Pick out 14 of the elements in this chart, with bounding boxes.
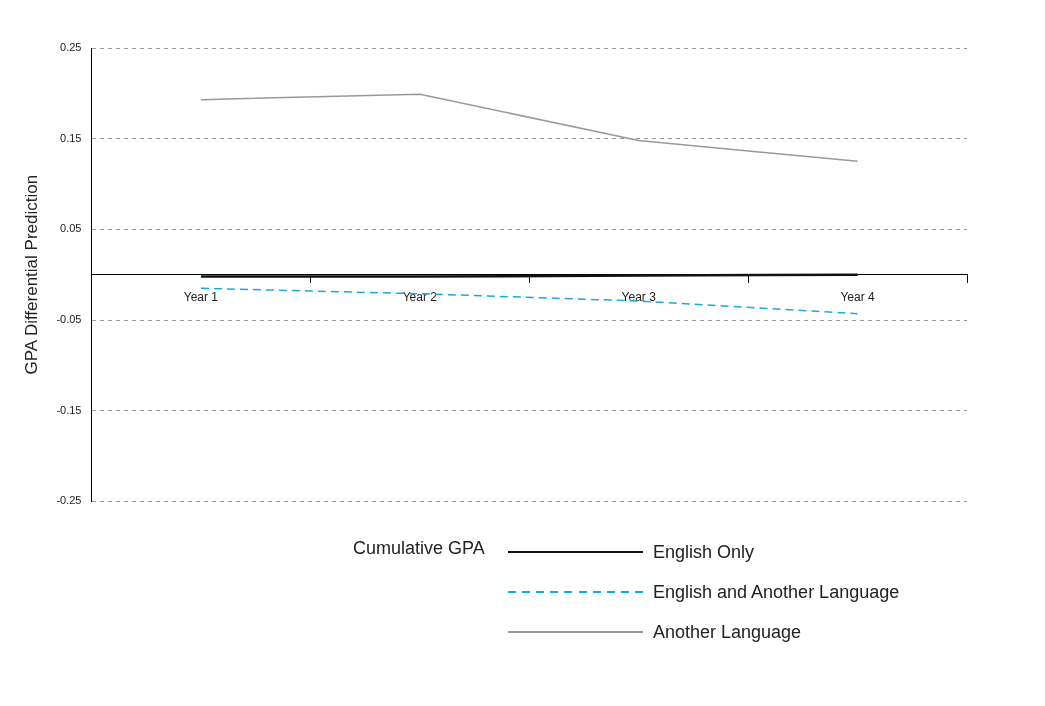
y-tick-label: 0.25 <box>60 41 82 54</box>
legend-label: English and Another Language <box>653 581 900 603</box>
legend-title: Cumulative GPA <box>353 538 486 560</box>
y-tick-label: -0.05 <box>56 313 82 326</box>
y-tick-label: -0.25 <box>56 494 82 507</box>
y-tick-label: -0.15 <box>56 403 82 416</box>
y-axis-title: GPA Differential Prediction <box>21 174 41 375</box>
legend-label: Another Language <box>653 621 802 643</box>
x-tick-label: Year 4 <box>840 290 876 305</box>
x-tick-label: Year 1 <box>183 290 219 305</box>
x-tick-label: Year 3 <box>621 290 657 305</box>
legend-label: English Only <box>653 541 755 563</box>
y-tick-label: 0.05 <box>60 222 82 235</box>
y-tick-label: 0.15 <box>60 131 82 144</box>
